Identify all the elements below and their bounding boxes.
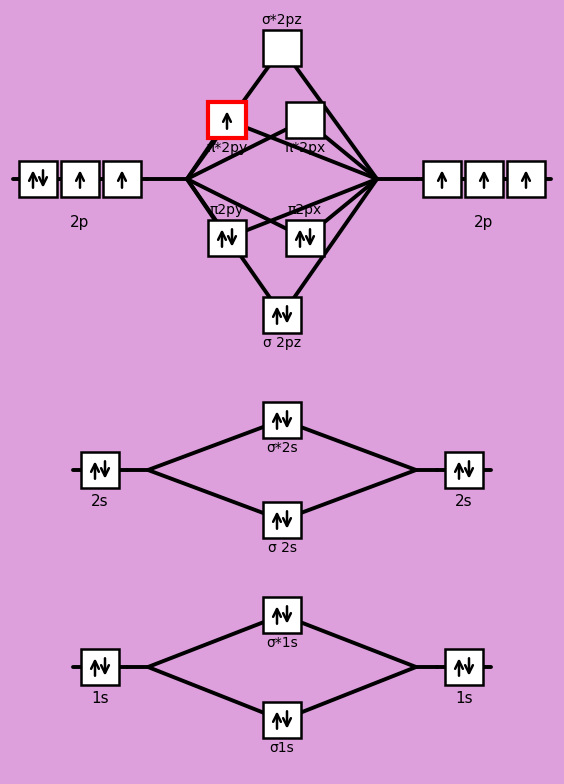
Text: π2py: π2py bbox=[210, 203, 244, 217]
Bar bbox=[81, 649, 119, 685]
Text: σ*2pz: σ*2pz bbox=[262, 13, 302, 27]
Bar bbox=[263, 502, 301, 538]
Text: σ 2s: σ 2s bbox=[267, 541, 297, 555]
Bar bbox=[445, 649, 483, 685]
Text: σ 2pz: σ 2pz bbox=[263, 336, 301, 350]
Text: 2s: 2s bbox=[455, 494, 473, 509]
Bar bbox=[465, 161, 503, 197]
Bar bbox=[263, 702, 301, 738]
Bar bbox=[208, 220, 246, 256]
Bar bbox=[263, 402, 301, 438]
Bar bbox=[61, 161, 99, 197]
Text: 2p: 2p bbox=[70, 215, 90, 230]
Bar bbox=[423, 161, 461, 197]
Bar bbox=[286, 102, 324, 138]
Bar bbox=[81, 452, 119, 488]
Text: 1s: 1s bbox=[91, 691, 109, 706]
Text: 1s: 1s bbox=[455, 691, 473, 706]
Bar bbox=[208, 102, 246, 138]
Text: σ1s: σ1s bbox=[270, 741, 294, 755]
Bar bbox=[286, 220, 324, 256]
Text: 2p: 2p bbox=[474, 215, 494, 230]
Text: 2s: 2s bbox=[91, 494, 109, 509]
Bar bbox=[103, 161, 141, 197]
Bar bbox=[445, 452, 483, 488]
Bar bbox=[19, 161, 57, 197]
Bar bbox=[263, 30, 301, 66]
Text: π*2px: π*2px bbox=[284, 141, 325, 155]
Bar bbox=[263, 597, 301, 633]
Text: π2px: π2px bbox=[288, 203, 322, 217]
Text: σ*2s: σ*2s bbox=[266, 441, 298, 455]
Bar bbox=[263, 297, 301, 333]
Text: π*2py: π*2py bbox=[206, 141, 248, 155]
Bar bbox=[507, 161, 545, 197]
Text: σ*1s: σ*1s bbox=[266, 636, 298, 650]
